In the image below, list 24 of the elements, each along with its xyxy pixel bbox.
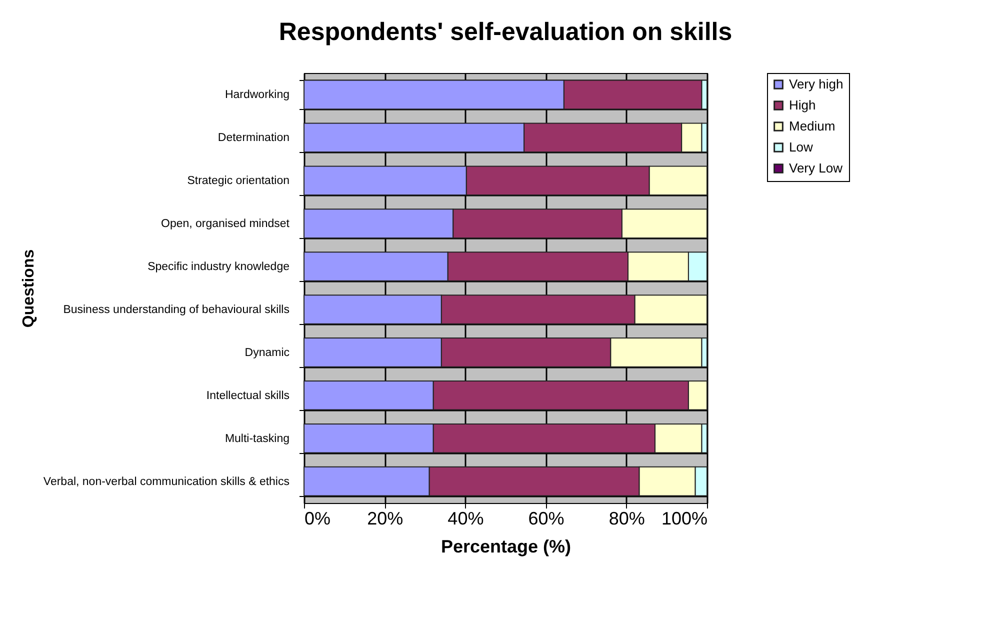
y-tick-label: Intellectual skills: [206, 390, 290, 402]
x-tick-label: 60%: [528, 508, 564, 528]
y-tick-label: Open, organised mindset: [161, 218, 290, 230]
x-tick-label: 40%: [448, 508, 484, 528]
y-tick-label: Strategic orientation: [187, 175, 290, 188]
legend-label: Low: [789, 140, 814, 154]
chart-title: Respondents' self-evaluation on skills: [278, 18, 732, 46]
y-tick-label: Multi-tasking: [224, 432, 290, 445]
y-tick-label: Dynamic: [244, 346, 290, 359]
legend-label: High: [789, 98, 816, 112]
y-tick-label: Verbal, non-verbal communication skills & ethics: [43, 476, 290, 488]
y-tick-label: Hardworking: [224, 89, 290, 102]
x-tick-label: 0%: [304, 508, 331, 528]
legend-label: Very Low: [789, 160, 844, 176]
x-tick-label: 100%: [661, 508, 708, 528]
x-axis-title: Percentage (%): [440, 536, 572, 556]
x-tick-label: 80%: [608, 508, 645, 528]
y-tick-label: Determination: [218, 132, 290, 144]
x-tick-label: 20%: [367, 508, 404, 528]
y-tick-label: Specific industry knowledge: [148, 261, 290, 274]
legend-label: Very high: [789, 76, 844, 92]
y-axis-title: Questions: [20, 249, 38, 328]
legend-label: Medium: [789, 118, 836, 134]
y-tick-label: Business understanding of behavioural skills: [63, 304, 290, 316]
